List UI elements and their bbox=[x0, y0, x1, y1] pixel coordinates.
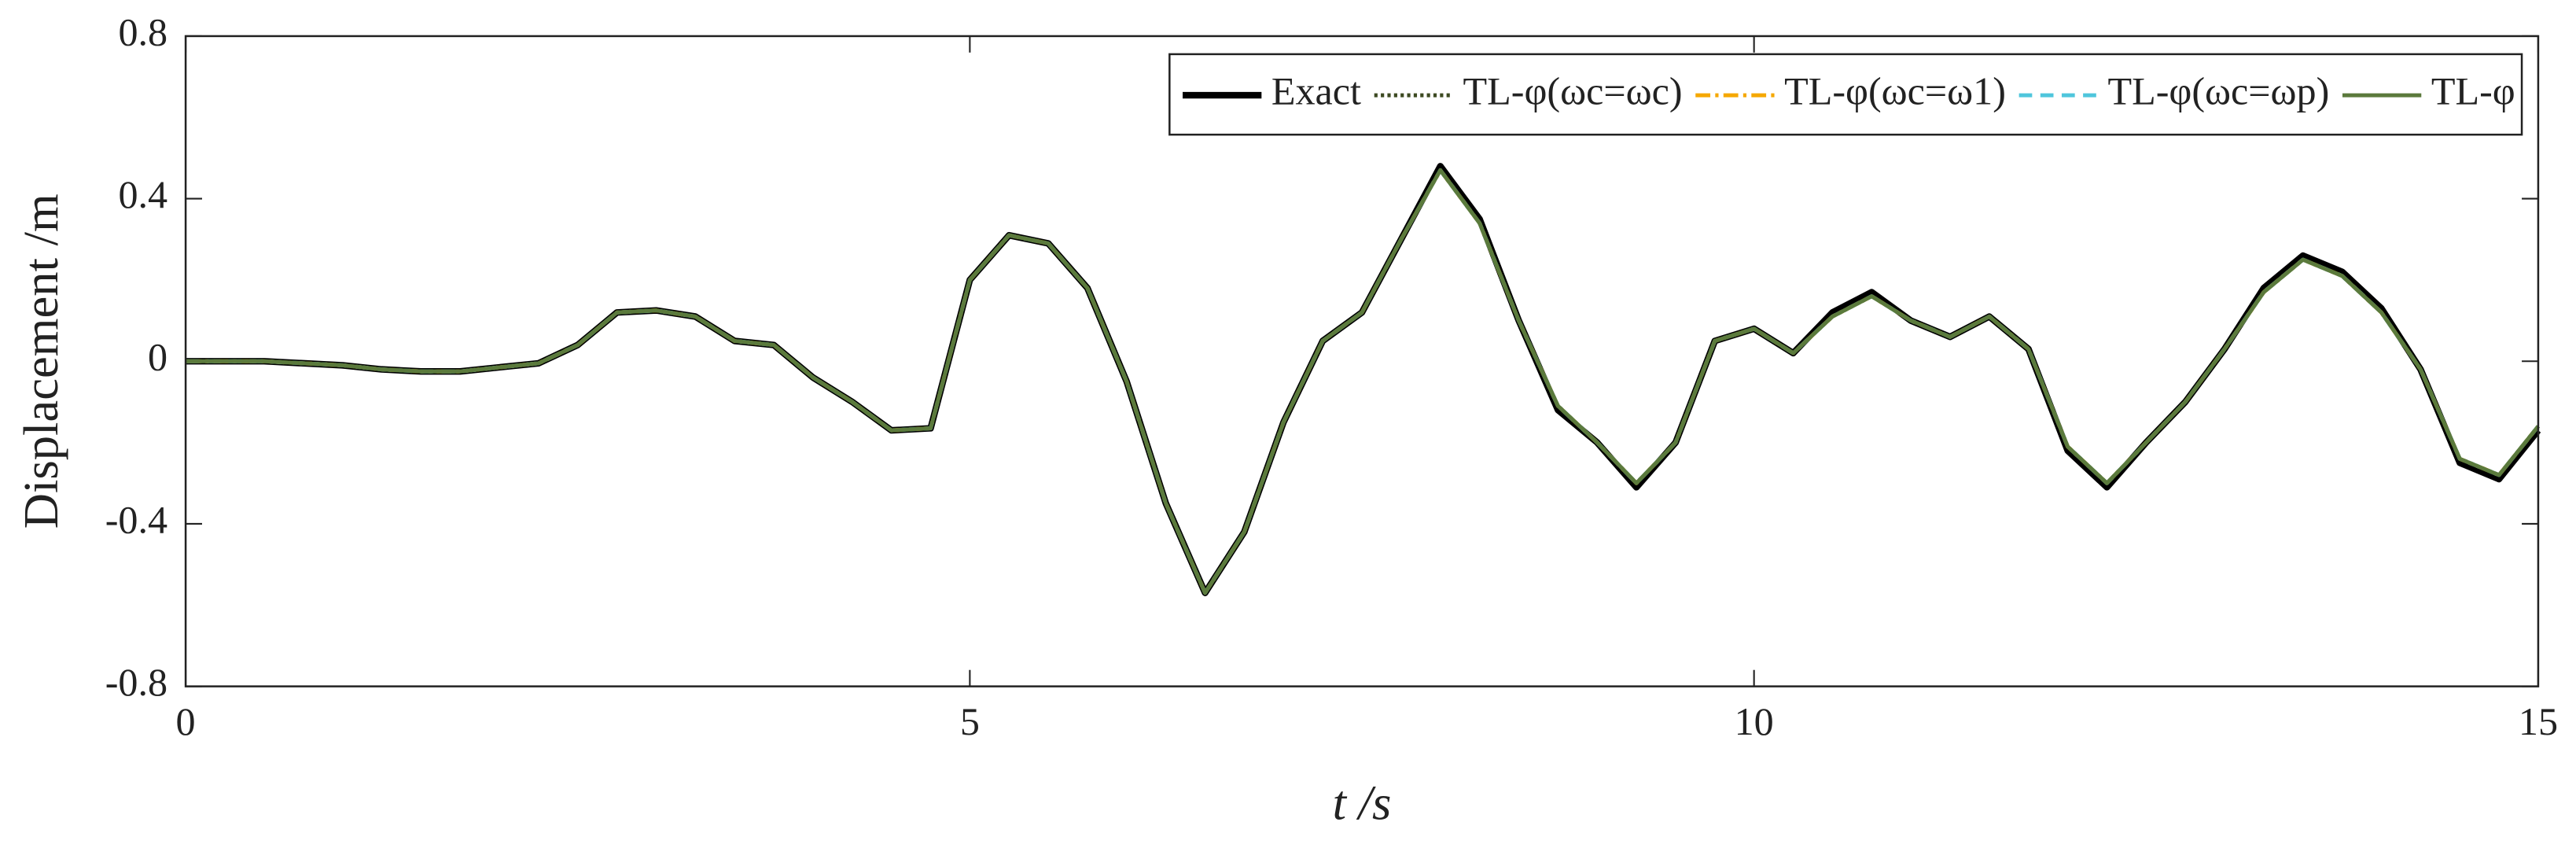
legend: Exact TL-φ(ωc=ωc) TL-φ(ωc=ω1) TL-φ(ωc=ωp) TL… bbox=[1168, 53, 2523, 136]
x-tick-label: 15 bbox=[2519, 699, 2558, 743]
x-tick-label: 10 bbox=[1735, 699, 1774, 743]
y-tick-label: 0 bbox=[148, 335, 167, 379]
y-axis-label: Displacement /m bbox=[13, 193, 68, 529]
legend-label: TL-φ(ωc=ωc) bbox=[1463, 69, 1683, 113]
legend-label: TL-φ bbox=[2431, 69, 2515, 113]
y-tick-label: 0.4 bbox=[118, 172, 167, 216]
series-line bbox=[186, 168, 2540, 595]
x-tick-label: 5 bbox=[960, 699, 980, 743]
series-line bbox=[186, 168, 2540, 595]
plot-frame bbox=[184, 35, 2540, 687]
legend-label: TL-φ(ωc=ω1) bbox=[1784, 69, 2006, 113]
x-axis-label: t /s bbox=[1333, 775, 1392, 830]
series-line bbox=[186, 168, 2540, 595]
y-tick-label: 0.8 bbox=[118, 9, 167, 53]
series-line bbox=[186, 163, 2541, 596]
legend-label: TL-φ(ωc=ωp) bbox=[2107, 69, 2329, 113]
y-tick-label: -0.8 bbox=[105, 660, 167, 704]
y-tick-label: -0.4 bbox=[105, 497, 167, 541]
legend-label: Exact bbox=[1271, 69, 1361, 113]
series-line bbox=[186, 168, 2540, 595]
x-tick-label: 0 bbox=[176, 699, 196, 743]
